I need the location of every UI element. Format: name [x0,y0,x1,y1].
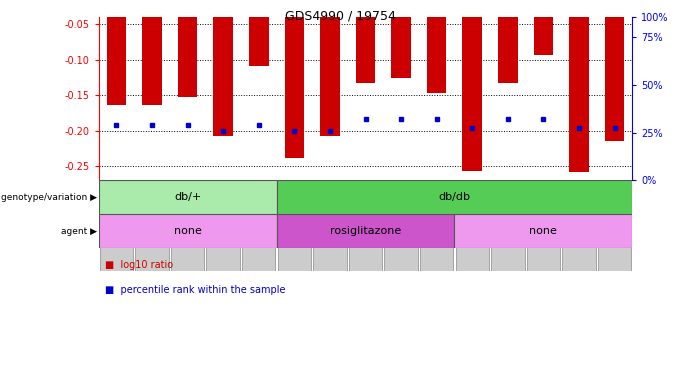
Bar [534,0,554,55]
Text: ■  log10 ratio: ■ log10 ratio [105,260,173,270]
Bar [277,180,311,271]
Bar [356,0,375,83]
Bar [99,214,277,248]
Bar [142,0,162,104]
Bar [99,180,277,214]
Bar [427,0,447,93]
Text: GSM904674: GSM904674 [112,183,121,230]
Text: genotype/variation ▶: genotype/variation ▶ [1,193,97,202]
Text: GSM904686: GSM904686 [361,183,370,230]
Text: ■  percentile rank within the sample: ■ percentile rank within the sample [105,285,286,295]
Text: db/+: db/+ [174,192,201,202]
Bar [391,0,411,78]
Bar [242,180,275,271]
Bar [462,0,482,170]
Bar [598,180,631,271]
Bar [320,0,340,136]
Text: GSM904681: GSM904681 [539,183,548,229]
Bar [569,0,589,172]
Bar [498,0,517,83]
Bar [214,0,233,136]
Text: rosiglitazone: rosiglitazone [330,226,401,236]
Text: GSM904675: GSM904675 [148,183,156,230]
Text: db/db: db/db [439,192,471,202]
Text: GSM904678: GSM904678 [254,183,263,230]
Bar [107,0,126,104]
Bar [605,0,624,141]
Text: GSM904684: GSM904684 [290,183,299,230]
Text: agent ▶: agent ▶ [61,227,97,236]
Bar [527,180,560,271]
Bar [562,180,596,271]
Bar [313,180,347,271]
Text: GSM904687: GSM904687 [396,183,405,230]
Bar [384,180,418,271]
Bar [100,180,133,271]
Bar [420,180,454,271]
Bar [277,214,454,248]
Bar [171,180,204,271]
Bar [277,180,632,214]
Text: GSM904685: GSM904685 [326,183,335,230]
Text: GSM904679: GSM904679 [468,183,477,230]
Bar [456,180,489,271]
Text: none: none [173,226,201,236]
Bar [177,0,197,97]
Bar [454,214,632,248]
Text: GSM904683: GSM904683 [610,183,619,230]
Text: none: none [530,226,558,236]
Bar [135,180,169,271]
Text: GSM904680: GSM904680 [503,183,512,230]
Text: GSM904676: GSM904676 [183,183,192,230]
Bar [491,180,524,271]
Bar [349,180,382,271]
Bar [249,0,269,66]
Bar [207,180,240,271]
Text: GDS4990 / 19754: GDS4990 / 19754 [284,10,396,23]
Text: GSM904677: GSM904677 [219,183,228,230]
Text: GSM904682: GSM904682 [575,183,583,229]
Bar [284,0,304,158]
Text: GSM904688: GSM904688 [432,183,441,229]
